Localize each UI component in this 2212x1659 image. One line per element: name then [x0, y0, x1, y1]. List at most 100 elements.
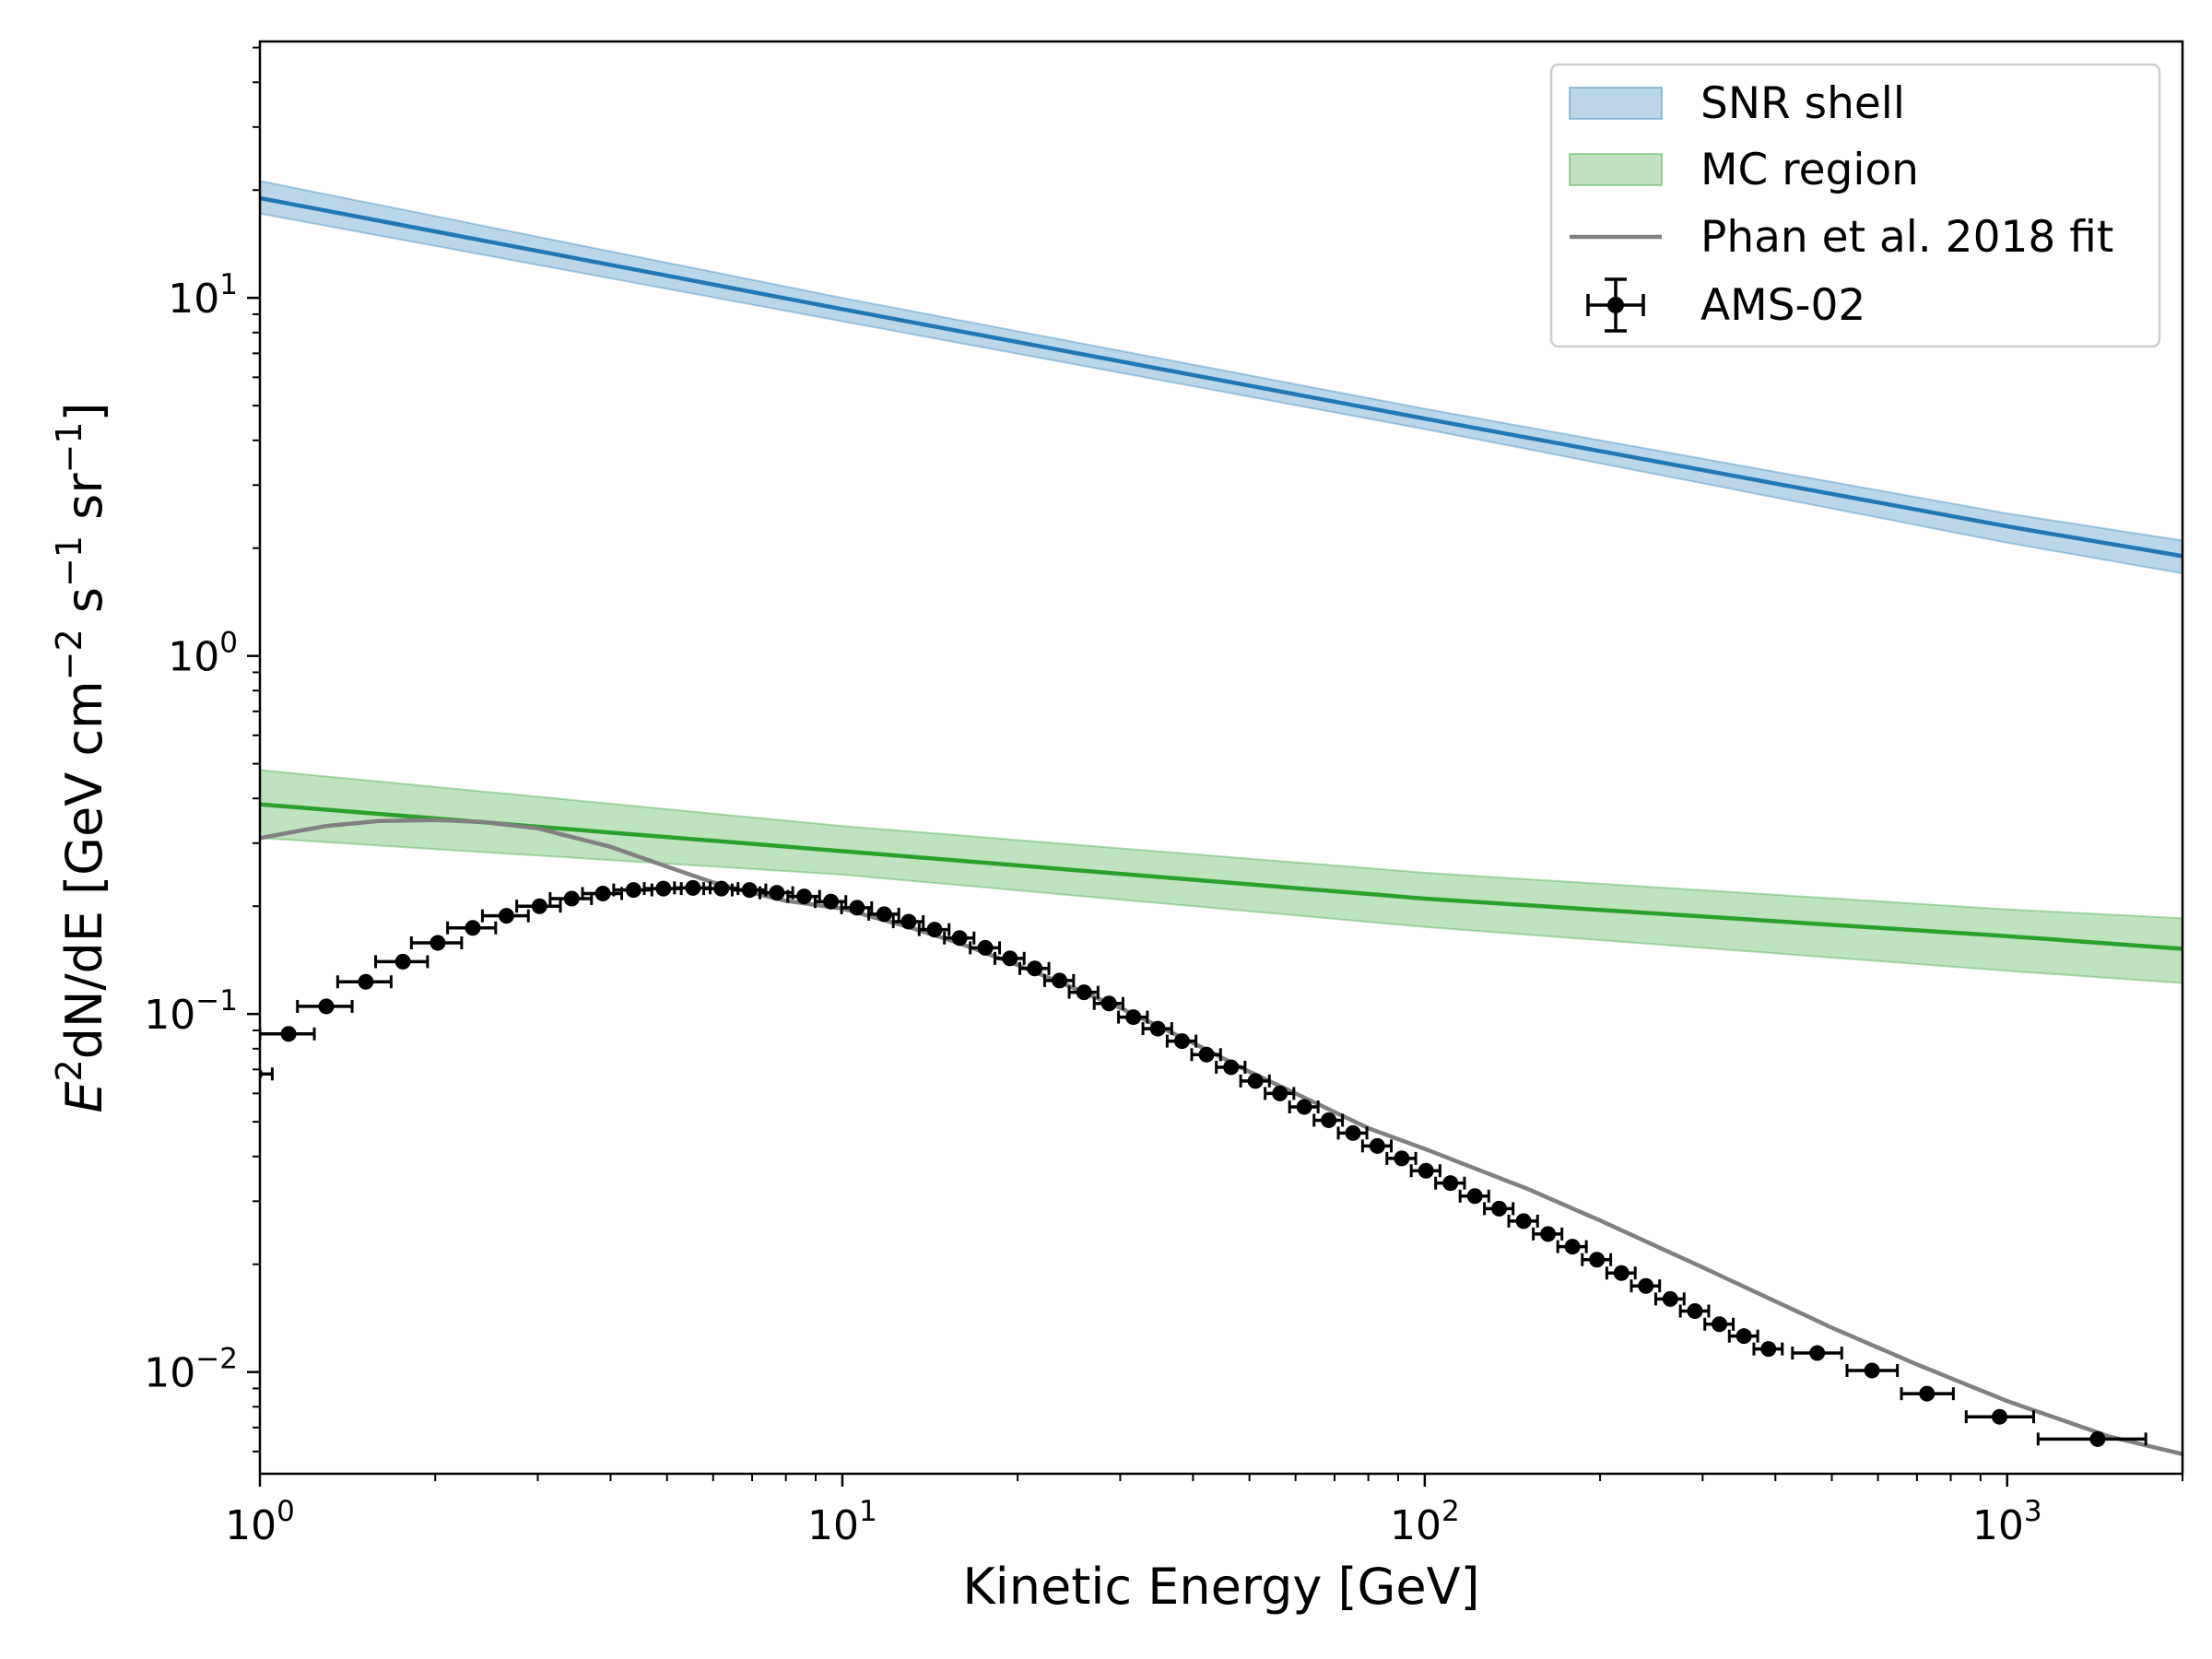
ams-02-point [786, 888, 821, 905]
ams-02-point [1312, 1112, 1345, 1128]
bands-layer [260, 180, 2183, 984]
ams-02-point [1288, 1099, 1320, 1115]
y-tick-label: 10−1 [144, 984, 238, 1039]
ams-02-marker [1613, 1265, 1630, 1281]
ams-02-point [409, 935, 464, 951]
ams-02-point [446, 920, 498, 936]
ams-02-marker [594, 885, 611, 901]
ams-02-point [1141, 1020, 1173, 1037]
ams-02-marker [1198, 1046, 1215, 1063]
ams-02-point [1581, 1252, 1613, 1268]
ams-02-point [581, 885, 624, 901]
legend-label-snr-shell: SNR shell [1700, 78, 1905, 129]
ams-02-marker [531, 898, 547, 914]
y-tick-labels: 10−2 10−1 100 101 [144, 268, 238, 1397]
legend-label-mc-region: MC region [1700, 145, 1919, 195]
ams-02-point [969, 939, 1002, 956]
ams-02-marker [1345, 1124, 1361, 1141]
ams-02-marker [1442, 1175, 1459, 1192]
ams-02-marker [1223, 1059, 1240, 1076]
ams-02-marker [1076, 984, 1092, 1001]
ams-02-marker [1296, 1099, 1312, 1115]
y-tick-label: 101 [168, 268, 238, 323]
ams-02-marker [1712, 1316, 1728, 1333]
y-tick-label: 10−2 [144, 1343, 238, 1397]
ams-02-marker [951, 930, 968, 947]
ams-02-point [1239, 1073, 1271, 1089]
ams-02-marker [429, 935, 446, 951]
mc-region-band [260, 769, 2183, 984]
ams-02-marker [1247, 1073, 1264, 1089]
ams-02-point [993, 950, 1026, 967]
ams-02-marker [1369, 1137, 1385, 1154]
legend-label-phan-fit: Phan et al. 2018 fit [1700, 212, 2113, 263]
ams-02-marker [394, 953, 411, 970]
ams-02-marker [358, 973, 374, 990]
ams-02-marker [498, 908, 514, 924]
x-tick-label: 103 [1972, 1495, 2042, 1549]
ams-02-point [1409, 1162, 1441, 1179]
ams-02-marker [280, 1026, 297, 1042]
ams-02-marker [1272, 1085, 1288, 1101]
ams-02-marker [1491, 1200, 1508, 1217]
ams-02-marker [655, 880, 672, 897]
ams-02-point [260, 1026, 316, 1042]
plot-area [260, 180, 2183, 1456]
ams-02-marker [1864, 1362, 1880, 1379]
legend-swatch-mc-region [1569, 153, 1663, 186]
ams-02-marker [1418, 1162, 1434, 1179]
ams-02-marker [1540, 1226, 1557, 1242]
ams-02-marker [1589, 1252, 1606, 1268]
ams-02-point [1845, 1362, 1900, 1379]
ams-02-point [374, 953, 429, 970]
ams-02-point [1605, 1265, 1637, 1281]
ams-02-marker [1052, 972, 1068, 989]
ams-02-marker [1321, 1112, 1337, 1128]
ams-02-point [335, 973, 393, 990]
ams-02-point [867, 906, 900, 923]
ams-02-point [1042, 972, 1076, 989]
legend-frame [1549, 63, 2161, 348]
ams-02-marker [796, 888, 813, 905]
ams-02-point [1727, 1328, 1759, 1345]
ams-02-point [1117, 1009, 1149, 1026]
ams-02-marker [926, 922, 943, 938]
ams-02-point [943, 930, 976, 947]
ams-02-point [917, 922, 951, 938]
ams-02-marker [563, 890, 580, 907]
x-axis-label: Kinetic Energy [GeV] [962, 1558, 1479, 1616]
ams-02-marker [977, 939, 994, 956]
ams-02-marker [625, 882, 641, 899]
ams-02-point [480, 908, 530, 924]
ams-02-marker [1466, 1188, 1483, 1205]
ams-02-point [1653, 1290, 1686, 1307]
ams-02-point [1264, 1085, 1296, 1101]
ams-02-marker [769, 885, 785, 901]
ams-02-point [1458, 1188, 1490, 1205]
ams-02-point [1165, 1033, 1198, 1050]
ams-02-marker [823, 893, 840, 910]
ams-02-marker [1002, 950, 1018, 967]
x-tick-labels: 100 101 102 103 [225, 1495, 2042, 1549]
ams-02-point [1190, 1046, 1222, 1063]
ams-02-marker [1515, 1213, 1532, 1230]
ams-02-point [1630, 1277, 1662, 1294]
ams-02-marker [1100, 995, 1117, 1012]
legend-label-ams-02: AMS-02 [1700, 280, 1865, 331]
ams-02-marker [1394, 1150, 1410, 1167]
x-tick-label: 102 [1390, 1495, 1460, 1549]
ams-02-marker [713, 880, 730, 897]
ams-02-point [1752, 1341, 1784, 1358]
ams-02-point [1385, 1150, 1418, 1167]
points-layer [260, 879, 2147, 1447]
ams-02-marker [465, 920, 481, 936]
y-tick-label: 100 [168, 627, 238, 681]
ams-02-point [1483, 1200, 1515, 1217]
ams-02-marker [876, 906, 892, 923]
snr-shell-band [260, 180, 2183, 575]
ams-02-marker [2089, 1430, 2106, 1447]
ams-02-point [296, 998, 354, 1015]
ams-02-point [1336, 1124, 1369, 1141]
ams-02-point [891, 913, 925, 930]
x-tick-label: 101 [807, 1495, 877, 1549]
